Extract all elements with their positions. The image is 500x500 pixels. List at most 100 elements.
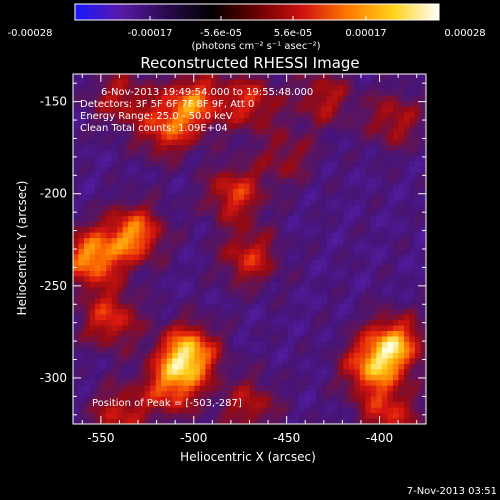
heatmap-cell (155, 298, 162, 305)
heatmap-cell (310, 243, 317, 250)
heatmap-cell (359, 139, 366, 146)
heatmap-cell (243, 259, 250, 266)
heatmap-cell (122, 199, 129, 206)
heatmap-cell (365, 309, 372, 316)
heatmap-cell (122, 418, 129, 424)
heatmap-cell (106, 106, 113, 113)
heatmap-cell (155, 150, 162, 157)
heatmap-cell (403, 172, 410, 179)
heatmap-cell (332, 363, 339, 370)
heatmap-cell (161, 188, 168, 195)
heatmap-cell (111, 314, 118, 321)
heatmap-cell (122, 341, 129, 348)
heatmap-cell (117, 84, 124, 91)
heatmap-cell (282, 172, 289, 179)
heatmap-cell (271, 79, 278, 86)
y-tick-label: -150 (40, 95, 67, 109)
heatmap-cell (84, 243, 90, 250)
heatmap-cell (376, 281, 383, 288)
heatmap-cell (321, 210, 328, 217)
heatmap-cell (78, 276, 85, 283)
heatmap-cell (414, 358, 421, 365)
heatmap-cell (414, 281, 421, 288)
heatmap-cell (188, 84, 195, 91)
heatmap-cell (106, 336, 113, 343)
heatmap-cell (381, 325, 388, 332)
heatmap-cell (326, 205, 333, 212)
heatmap-cell (376, 172, 383, 179)
heatmap-cell (348, 128, 355, 135)
heatmap-cell (166, 331, 173, 337)
heatmap-cell (387, 380, 394, 387)
heatmap-cell (321, 249, 328, 255)
heatmap-cell (392, 101, 399, 108)
heatmap-cell (216, 259, 223, 266)
heatmap-cell (106, 128, 113, 135)
heatmap-cell (227, 396, 234, 403)
heatmap-cell (398, 418, 405, 424)
heatmap-cell (392, 276, 399, 283)
heatmap-cell (370, 281, 377, 288)
heatmap-cell (150, 101, 157, 108)
heatmap-cell (381, 79, 388, 86)
heatmap-cell (216, 74, 223, 80)
heatmap-cell (122, 292, 129, 299)
heatmap-cell (227, 413, 234, 419)
heatmap-cell (255, 128, 261, 135)
heatmap-cell (420, 106, 426, 113)
heatmap-cell (227, 380, 234, 387)
heatmap-cell (243, 95, 250, 102)
heatmap-cell (161, 402, 168, 408)
heatmap-cell (106, 117, 113, 124)
heatmap-cell (348, 402, 355, 408)
heatmap-cell (89, 243, 96, 250)
heatmap-cell (139, 374, 146, 381)
heatmap-cell (299, 199, 306, 206)
heatmap-cell (315, 341, 322, 348)
heatmap-cell (238, 128, 245, 135)
heatmap-cell (321, 347, 328, 354)
heatmap-cell (249, 298, 256, 305)
heatmap-cell (288, 106, 295, 113)
heatmap-cell (155, 194, 162, 201)
heatmap-cell (139, 363, 146, 370)
heatmap-cell (210, 232, 217, 239)
heatmap-cell (84, 341, 90, 348)
heatmap-cell (381, 341, 388, 348)
heatmap-cell (304, 205, 311, 212)
heatmap-cell (150, 123, 157, 130)
heatmap-cell (188, 265, 195, 272)
heatmap-cell (205, 292, 212, 299)
info-detectors: Detectors: 3F 5F 6F 7F 8F 9F, Att 0 (80, 99, 254, 110)
heatmap-cell (387, 341, 394, 348)
heatmap-cell (271, 232, 278, 239)
heatmap-cell (359, 227, 366, 233)
heatmap-cell (133, 101, 140, 108)
heatmap-cell (188, 166, 195, 173)
heatmap-cell (199, 249, 206, 255)
heatmap-cell (117, 363, 124, 370)
heatmap-cell (194, 331, 201, 337)
heatmap-cell (144, 396, 151, 403)
heatmap-cell (332, 199, 339, 206)
heatmap-cell (117, 156, 124, 162)
heatmap-cell (232, 418, 239, 424)
heatmap-cell (420, 150, 426, 157)
heatmap-cell (95, 221, 101, 228)
heatmap-cell (183, 402, 190, 408)
heatmap-cell (243, 84, 250, 91)
heatmap-cell (95, 123, 101, 130)
heatmap-cell (194, 352, 201, 359)
heatmap-cell (139, 380, 146, 387)
heatmap-cell (117, 254, 124, 261)
colorbar-tick-label-5: 0.00028 (444, 28, 485, 39)
heatmap-cell (249, 194, 256, 201)
heatmap-cell (277, 150, 283, 157)
heatmap-cell (387, 79, 394, 86)
heatmap-cell (144, 188, 151, 195)
heatmap-cell (321, 166, 328, 173)
heatmap-cell (238, 150, 245, 157)
heatmap-cell (266, 249, 272, 255)
heatmap-cell (216, 374, 223, 381)
heatmap-cell (348, 117, 355, 124)
